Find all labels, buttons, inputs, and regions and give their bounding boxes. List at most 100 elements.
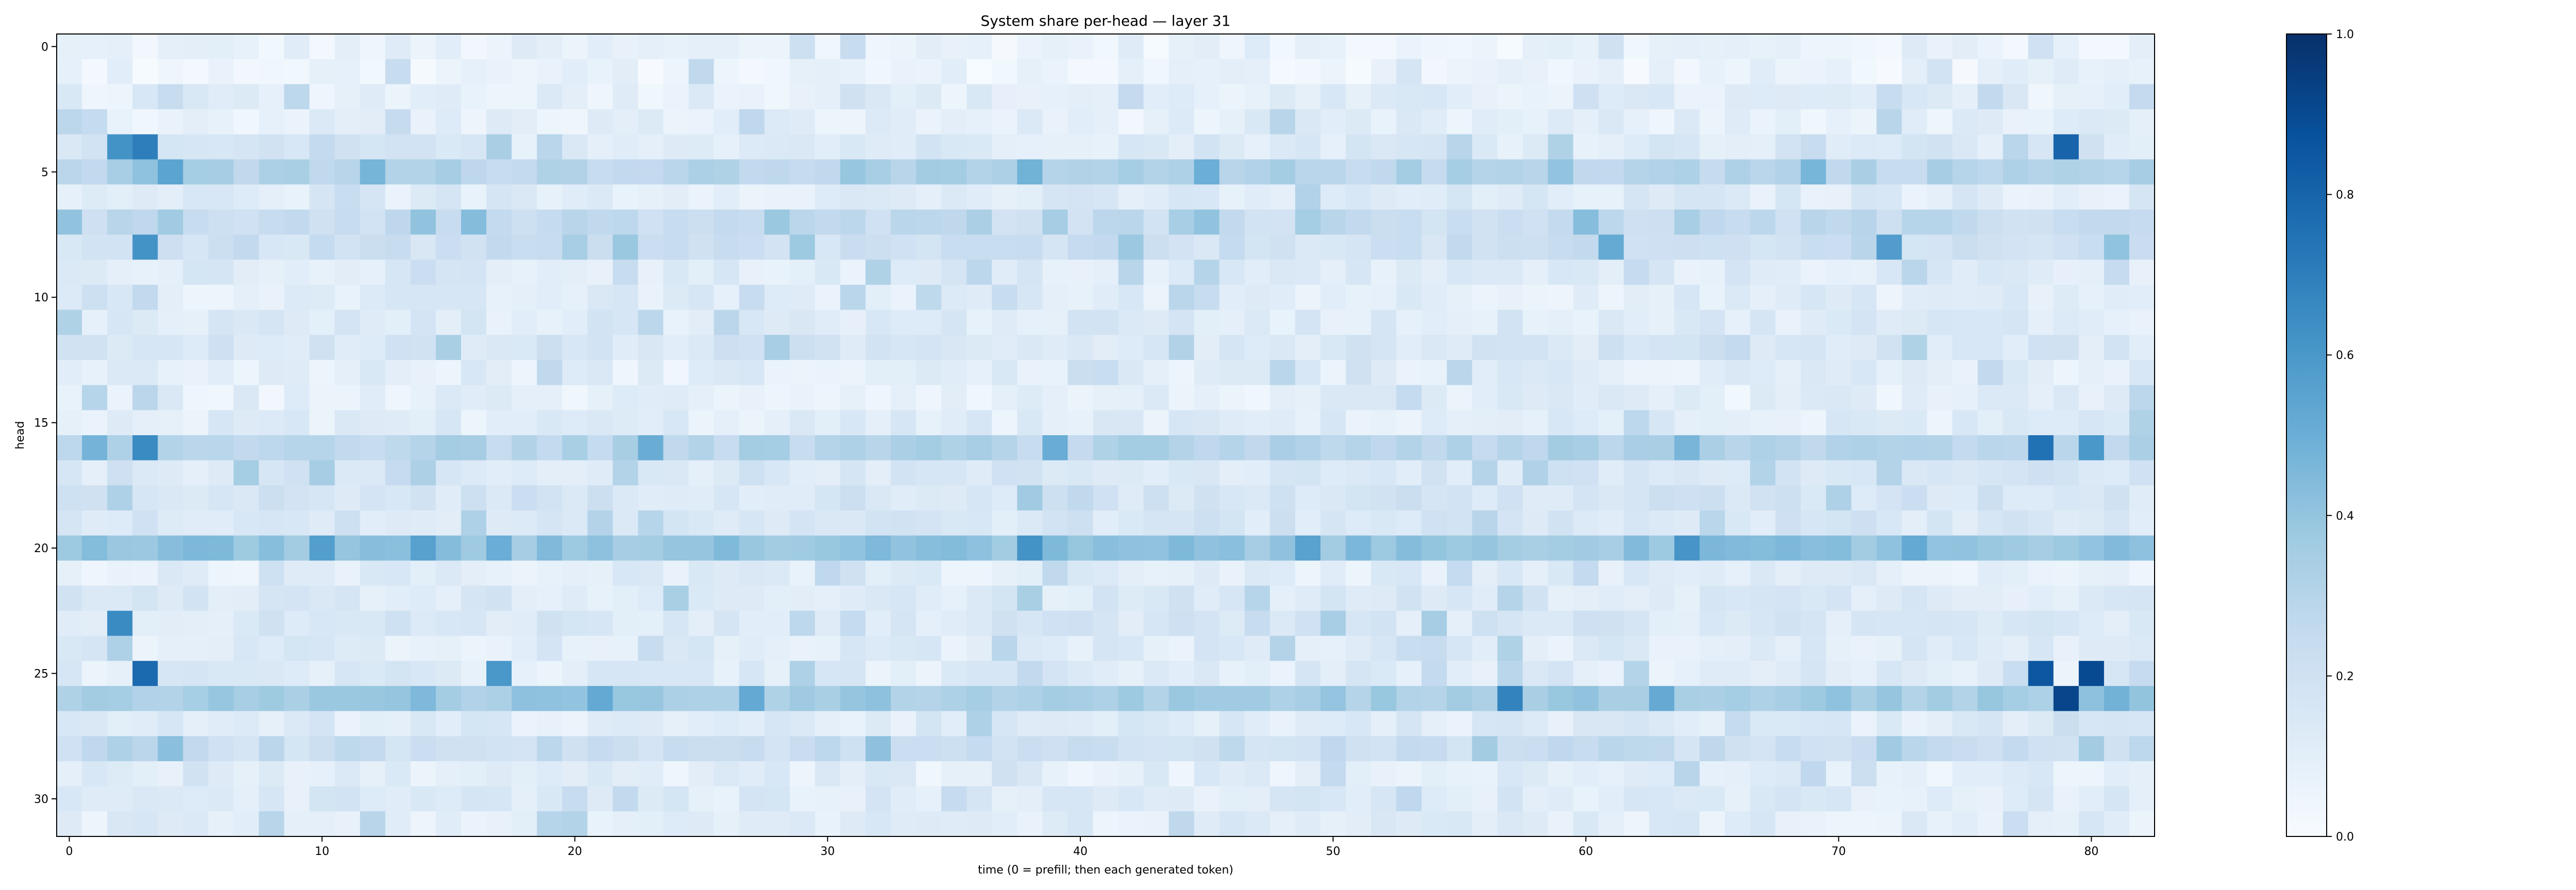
heatmap-cell: [1346, 335, 1371, 360]
heatmap-cell: [1042, 210, 1068, 235]
heatmap-cell: [360, 59, 386, 84]
heatmap-cell: [411, 260, 436, 285]
heatmap-cell: [1421, 510, 1447, 536]
heatmap-cell: [2079, 711, 2105, 737]
heatmap-cell: [57, 435, 82, 460]
heatmap-cell: [2054, 134, 2079, 160]
heatmap-cell: [1472, 510, 1498, 536]
heatmap-cell: [82, 385, 108, 410]
heatmap-cell: [638, 560, 664, 586]
heatmap-cell: [2129, 786, 2155, 812]
heatmap-cell: [1219, 560, 1245, 586]
heatmap-cell: [1801, 335, 1826, 360]
heatmap-cell: [2003, 34, 2029, 59]
heatmap-cell: [82, 510, 108, 536]
heatmap-cell: [967, 410, 992, 435]
heatmap-cell: [1649, 435, 1675, 460]
heatmap-cell: [1219, 184, 1245, 210]
heatmap-cell: [1775, 360, 1801, 385]
heatmap-cell: [1775, 34, 1801, 59]
heatmap-cell: [1649, 59, 1675, 84]
heatmap-cell: [1725, 210, 1751, 235]
heatmap-cell: [2054, 59, 2079, 84]
heatmap-cell: [1497, 260, 1523, 285]
heatmap-cell: [385, 59, 411, 84]
heatmap-cell: [1674, 611, 1700, 636]
heatmap-cell: [1876, 510, 1902, 536]
heatmap-cell: [335, 661, 361, 686]
heatmap-cell: [385, 485, 411, 510]
heatmap-cell: [1042, 586, 1068, 611]
heatmap-cell: [1396, 84, 1422, 109]
heatmap-cell: [284, 435, 310, 460]
heatmap-cell: [1801, 736, 1826, 761]
heatmap-cell: [1270, 686, 1296, 711]
heatmap-cell: [941, 811, 967, 836]
heatmap-cell: [1219, 360, 1245, 385]
heatmap-cell: [638, 310, 664, 335]
heatmap-cell: [1421, 84, 1447, 109]
heatmap-cell: [2104, 210, 2130, 235]
heatmap-cell: [1522, 410, 1548, 435]
heatmap-cell: [1067, 109, 1093, 134]
heatmap-cell: [1219, 460, 1245, 486]
heatmap-cell: [1649, 560, 1675, 586]
heatmap-cell: [2079, 109, 2105, 134]
heatmap-cell: [360, 686, 386, 711]
heatmap-cell: [183, 536, 209, 561]
heatmap-cell: [1775, 184, 1801, 210]
heatmap-cell: [1649, 410, 1675, 435]
heatmap-cell: [1093, 485, 1118, 510]
heatmap-cell: [1017, 786, 1043, 812]
heatmap-cell: [613, 134, 638, 160]
heatmap-cell: [2054, 184, 2079, 210]
heatmap-cell: [1674, 485, 1700, 510]
heatmap-cell: [537, 661, 563, 686]
heatmap-cell: [1548, 510, 1574, 536]
heatmap-cell: [1725, 811, 1751, 836]
heatmap-cell: [1801, 260, 1826, 285]
heatmap-cell: [208, 285, 234, 310]
heatmap-cell: [1599, 460, 1624, 486]
heatmap-cell: [1927, 636, 1953, 661]
heatmap-cell: [941, 385, 967, 410]
heatmap-cell: [310, 410, 335, 435]
heatmap-cell: [335, 235, 361, 260]
heatmap-cell: [183, 235, 209, 260]
heatmap-cell: [1017, 360, 1043, 385]
heatmap-cell: [1118, 385, 1144, 410]
heatmap-cell: [1447, 636, 1472, 661]
heatmap-cell: [1624, 109, 1650, 134]
heatmap-cell: [1548, 59, 1574, 84]
heatmap-cell: [1750, 159, 1776, 184]
heatmap-cell: [790, 310, 816, 335]
heatmap-cell: [360, 536, 386, 561]
heatmap-cell: [663, 310, 689, 335]
heatmap-cell: [537, 586, 563, 611]
heatmap-cell: [714, 134, 740, 160]
heatmap-cell: [1548, 335, 1574, 360]
heatmap-cell: [2003, 786, 2029, 812]
heatmap-cell: [1346, 109, 1371, 134]
heatmap-cell: [2028, 485, 2054, 510]
heatmap-cell: [158, 260, 183, 285]
heatmap-cell: [1371, 210, 1397, 235]
heatmap-cell: [1472, 34, 1498, 59]
heatmap-cell: [233, 285, 259, 310]
heatmap-cell: [259, 761, 284, 786]
heatmap-cell: [1953, 235, 1978, 260]
heatmap-cell: [385, 360, 411, 385]
x-tick-label: 30: [820, 845, 835, 858]
heatmap-cell: [1674, 460, 1700, 486]
heatmap-cell: [1801, 210, 1826, 235]
heatmap-cell: [1775, 410, 1801, 435]
y-axis: 051015202530: [34, 41, 57, 806]
heatmap-cell: [57, 736, 82, 761]
heatmap-cell: [259, 335, 284, 360]
heatmap-cell: [2129, 711, 2155, 737]
heatmap-cell: [486, 560, 512, 586]
heatmap-cell: [1876, 134, 1902, 160]
heatmap-cell: [1826, 84, 1852, 109]
heatmap-cell: [512, 134, 537, 160]
heatmap-cell: [613, 159, 638, 184]
